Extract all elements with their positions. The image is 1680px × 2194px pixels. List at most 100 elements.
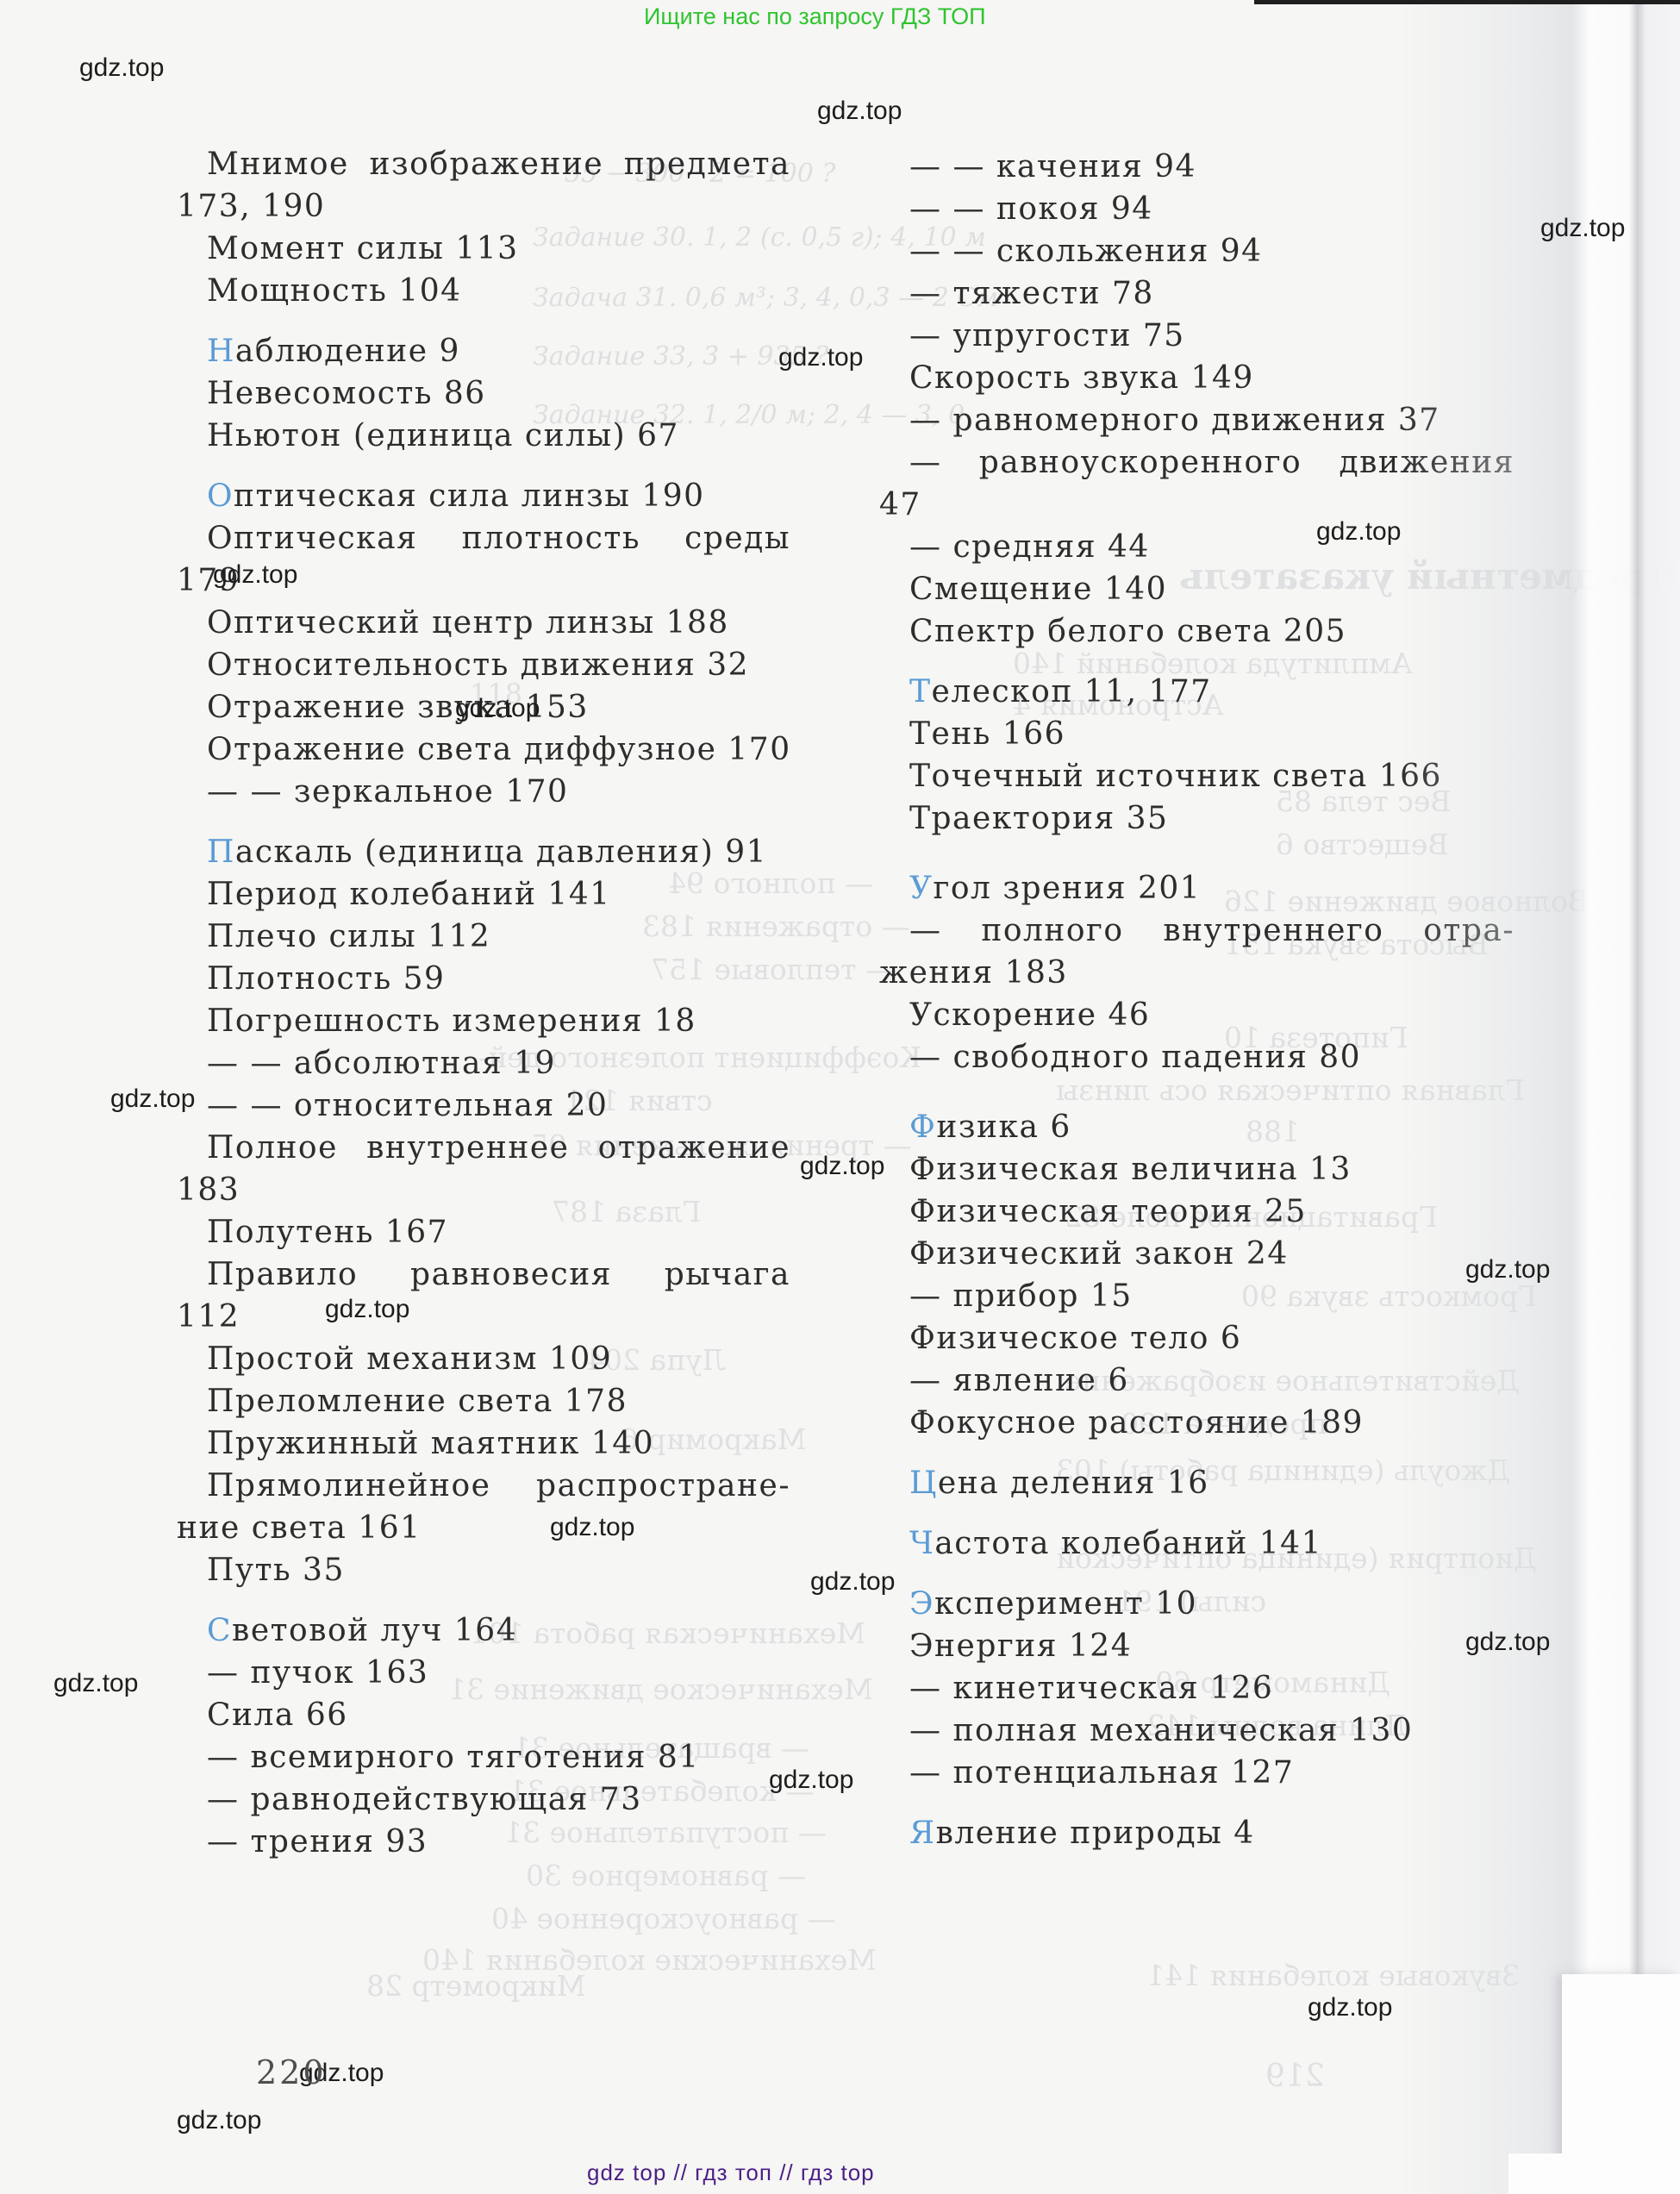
gdz-watermark: gdz.top: [110, 1084, 196, 1113]
index-entry: Прямолинейное распростране-: [207, 1468, 790, 1503]
index-entry: Полутень 167: [207, 1215, 449, 1250]
index-entry: — пучок 163: [207, 1655, 429, 1691]
index-entry: — всемирного тяготения 81: [207, 1740, 700, 1775]
index-entry: — средняя 44: [909, 529, 1150, 565]
gdz-watermark: gdz.top: [1308, 1993, 1393, 2022]
index-entry: — равноускоренного движения: [909, 445, 1514, 480]
gdz-watermark: gdz.top: [800, 1152, 885, 1180]
bleed-through-text: Задание 32. 1, 2/0 м; 2, 4 — 3, 0: [533, 400, 965, 430]
index-entry: Относительность движения 32: [207, 647, 750, 683]
section-initial-letter: Ч: [909, 1526, 935, 1561]
index-entry: — — качения 94: [909, 149, 1196, 184]
index-entry: Наблюдение 9: [207, 334, 460, 369]
index-entry: 112: [177, 1299, 240, 1335]
section-initial-letter: Н: [207, 334, 235, 369]
index-entry: Световой луч 164: [207, 1613, 518, 1648]
bleed-through-text: Звуковые колебания 141: [1146, 1959, 1520, 1992]
index-entry: 173, 190: [177, 189, 326, 224]
bleed-through-text: Микрометр 28: [366, 1969, 586, 2003]
index-entry: Физика 6: [909, 1110, 1071, 1145]
index-entry: Отражение света диффузное 170: [207, 732, 791, 767]
index-entry: Пружинный маятник 140: [207, 1426, 655, 1461]
index-entry: Мнимое изображение предмета: [207, 147, 790, 182]
index-entry: — равномерного движения 37: [909, 403, 1440, 438]
index-entry: Паскаль (единица давления) 91: [207, 834, 768, 870]
index-entry: Плотность 59: [207, 961, 446, 997]
index-entry: Физическая теория 25: [909, 1194, 1307, 1229]
index-entry: 179: [177, 563, 240, 598]
gdz-watermark: gdz.top: [1465, 1628, 1551, 1656]
gdz-watermark: gdz.top: [325, 1295, 410, 1323]
index-entry: — полная механическая 130: [909, 1713, 1414, 1748]
gdz-watermark: gdz.top: [1465, 1255, 1551, 1284]
gdz-watermark: gdz.top: [1316, 517, 1402, 546]
index-entry: — — покоя 94: [909, 191, 1153, 227]
section-initial-letter: Ф: [909, 1110, 937, 1145]
index-entry: Ускорение 46: [909, 997, 1151, 1033]
index-entry: Физическое тело 6: [909, 1321, 1242, 1356]
index-entry: Правило равновесия рычага: [207, 1257, 790, 1292]
gdz-watermark: gdz.top: [769, 1766, 854, 1794]
index-entry: — — относительная 20: [207, 1088, 609, 1123]
index-column-right: — — качения 94 — — покоя 94 — — скольжения…: [879, 146, 1514, 1854]
index-entry: жения 183: [879, 955, 1068, 991]
gdz-watermark: gdz.top: [53, 1669, 139, 1697]
index-entry: — потенциальная 127: [909, 1755, 1295, 1791]
index-entry: — — скольжения 94: [909, 234, 1263, 269]
index-entry: Физический закон 24: [909, 1236, 1289, 1272]
section-initial-letter: У: [909, 871, 934, 906]
index-entry: — кинетическая 126: [909, 1671, 1274, 1706]
page-bottom-edge: [1508, 2153, 1680, 2194]
gdz-watermark: gdz.top: [299, 2059, 384, 2087]
gdz-watermark: gdz.top: [177, 2106, 262, 2135]
index-entry: — явление 6: [909, 1363, 1129, 1398]
section-initial-letter: Ц: [909, 1466, 938, 1501]
promo-banner-top: Ищите нас по запросу ГДЗ ТОП: [644, 3, 986, 29]
index-entry: Фокусное расстояние 189: [909, 1405, 1364, 1441]
index-entry: — упругости 75: [909, 318, 1185, 353]
index-entry: Простой механизм 109: [207, 1341, 613, 1377]
index-entry: Сила 66: [207, 1697, 348, 1733]
index-entry: Оптический центр линзы 188: [207, 605, 729, 641]
index-column-left: Мнимое изображение предмета 173, 190 Момен…: [177, 143, 790, 1863]
bleed-through-text: Задача 31. 0,6 м³; 3, 4, 0,3 — 2 См: [533, 283, 999, 313]
index-entry: Оптическая сила линзы 190: [207, 478, 705, 514]
gdz-watermark: gdz.top: [79, 53, 165, 82]
index-entry: Невесомость 86: [207, 376, 486, 411]
bleed-through-text: 118: [470, 678, 523, 710]
gdz-watermark: gdz.top: [550, 1513, 635, 1541]
index-entry: Путь 35: [207, 1553, 345, 1588]
gdz-watermark: gdz.top: [810, 1567, 896, 1596]
index-entry: Точечный источник света 166: [909, 759, 1442, 794]
index-entry: Оптическая плотность среды: [207, 521, 790, 556]
gdz-watermark: gdz.top: [455, 694, 540, 722]
index-entry: Отражение звука 153: [207, 690, 589, 725]
gdz-watermark: gdz.top: [778, 343, 864, 372]
index-entry: Эксперимент 10: [909, 1586, 1198, 1622]
index-entry: Тень 166: [909, 716, 1066, 752]
promo-banner-bottom: gdz top // гдз топ // гдз top: [587, 2160, 875, 2185]
index-entry: Телескоп 11, 177: [909, 674, 1212, 709]
index-entry: — — абсолютная 19: [207, 1046, 556, 1081]
index-entry: Спектр белого света 205: [909, 614, 1347, 649]
bleed-through-text: Задание 30. 1, 2 (с. 0,5 г); 4, 10 м: [533, 222, 986, 253]
index-entry: Ньютон (единица силы) 67: [207, 418, 679, 453]
section-initial-letter: Э: [909, 1586, 935, 1622]
index-entry: Преломление света 178: [207, 1384, 628, 1419]
index-entry: Физическая величина 13: [909, 1152, 1352, 1187]
index-entry: Частота колебаний 141: [909, 1526, 1322, 1561]
index-entry: Погрешность измерения 18: [207, 1003, 696, 1039]
index-entry: — трения 93: [207, 1824, 428, 1860]
index-entry: Полное внутреннее отражение: [207, 1130, 790, 1166]
section-initial-letter: Я: [909, 1816, 936, 1851]
page-number: 220: [256, 2053, 327, 2091]
index-entry: Скорость звука 149: [909, 360, 1254, 396]
index-entry: — равнодействующая 73: [207, 1782, 642, 1817]
index-entry: Угол зрения 201: [909, 871, 1202, 906]
index-entry: Плечо силы 112: [207, 919, 491, 954]
index-entry: Траектория 35: [909, 801, 1169, 836]
index-entry: — тяжести 78: [909, 276, 1154, 311]
gdz-watermark: gdz.top: [213, 560, 298, 589]
section-initial-letter: Т: [909, 674, 932, 709]
